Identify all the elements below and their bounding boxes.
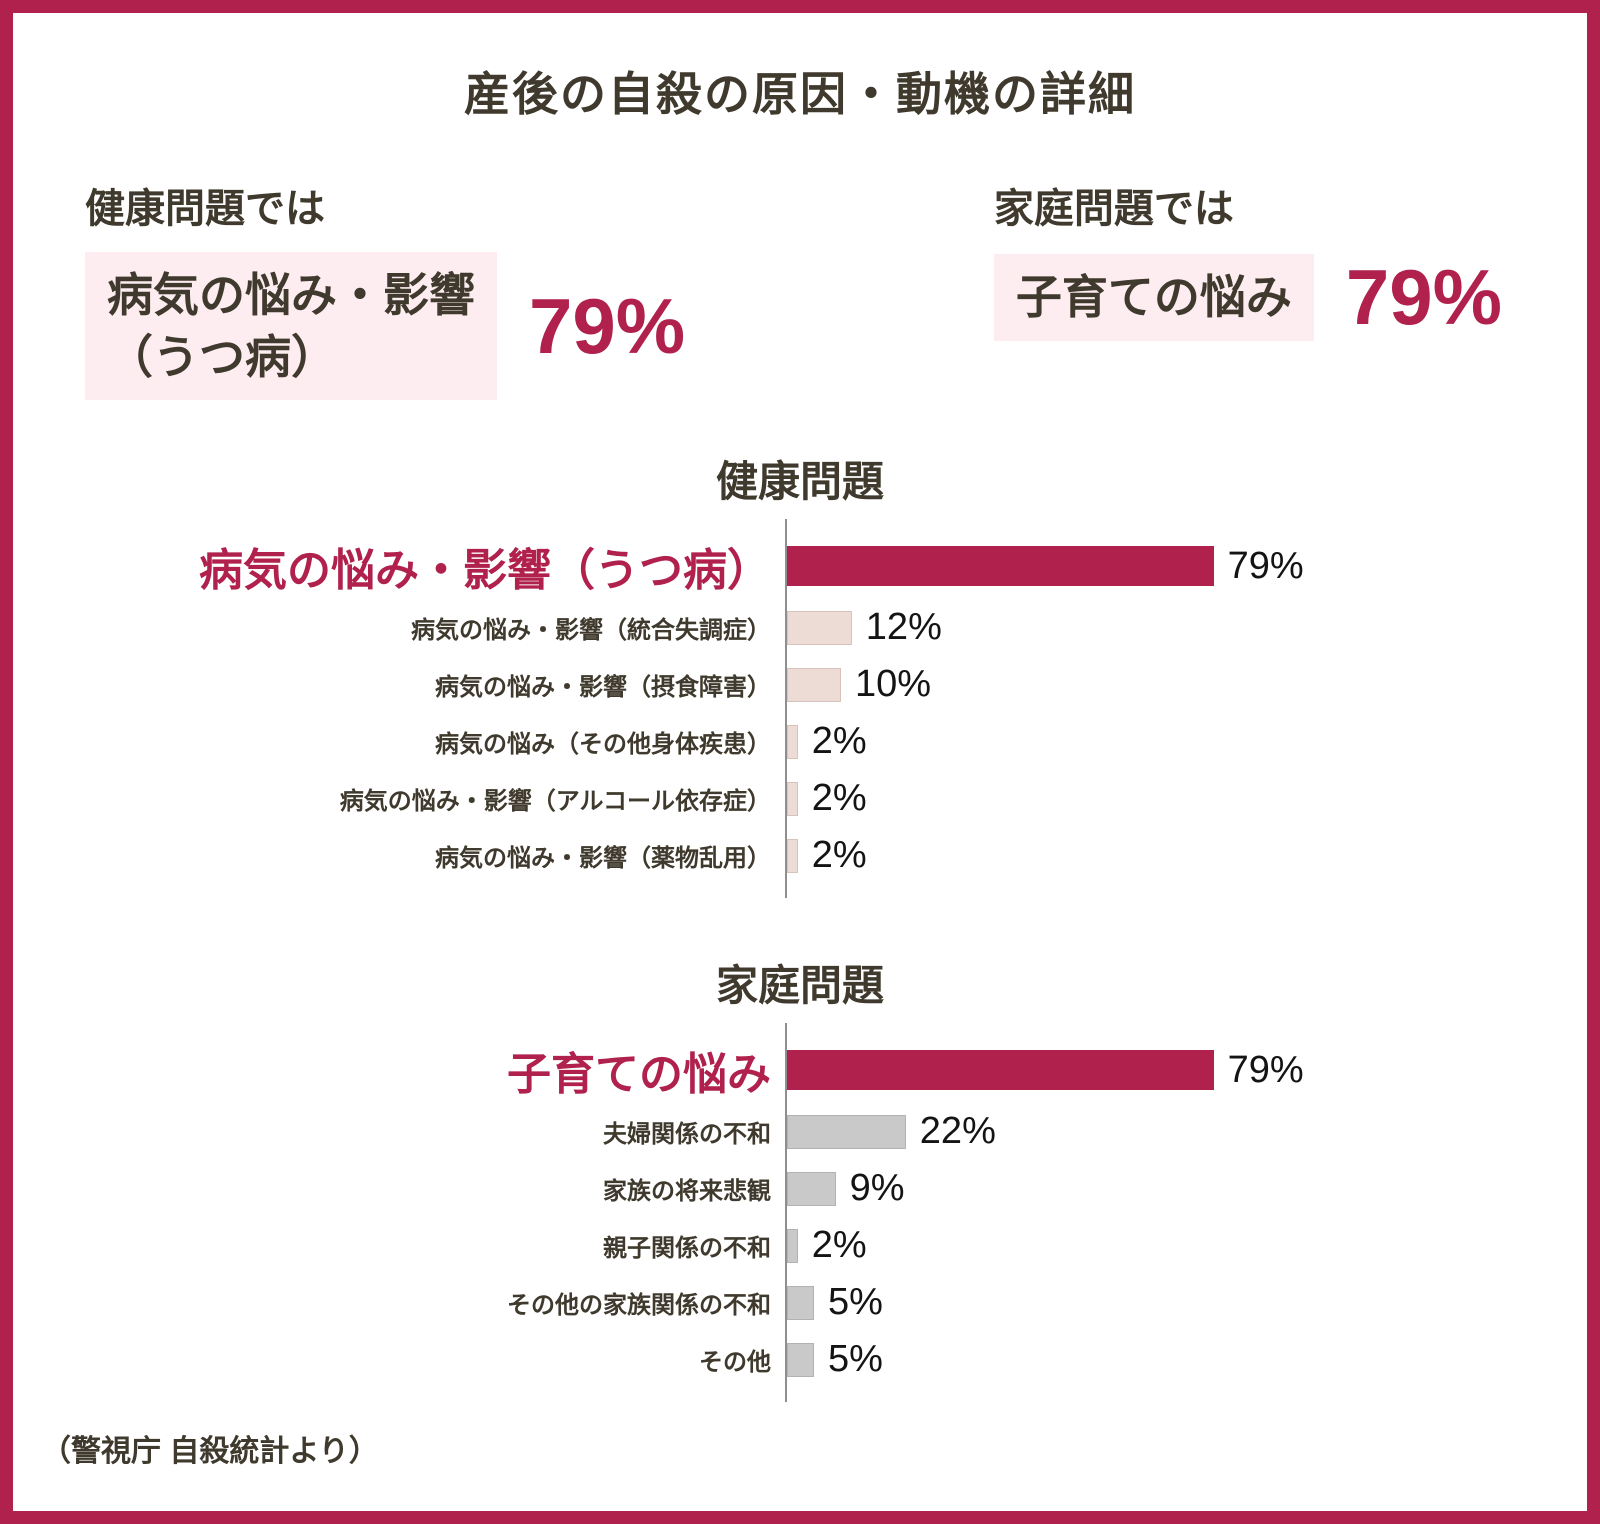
bar-row: 病気の悩み・影響（薬物乱用） 2% [13,827,1587,884]
bar-row: 夫婦関係の不和 22% [13,1103,1587,1160]
bar-category-label: 病気の悩み・影響（統合失調症） [411,617,771,645]
health-chart-title: 健康問題 [715,458,884,506]
bar [787,667,841,702]
bar-value-label: 79% [1227,1048,1304,1091]
bar-value-label: 5% [828,1338,883,1381]
bar [787,1285,814,1320]
bar-row: 病気の悩み・影響（統合失調症） 12% [13,599,1587,656]
bar-category-label: 病気の悩み（その他身体疾患） [435,731,771,759]
bar-value-label: 2% [811,720,867,763]
bar-category-label: 夫婦関係の不和 [603,1121,771,1149]
bar-value-label: 22% [919,1110,996,1153]
bar-value-label: 10% [855,663,932,706]
bar [787,781,798,816]
bar-category-label: 病気の悩み・影響（摂食障害） [435,674,771,702]
bar-value-label: 12% [865,606,942,649]
bar-track: 79% [787,1037,1587,1103]
bar-track: 9% [787,1160,1587,1217]
bar-category-label: 家族の将来悲観 [603,1178,771,1206]
highlight-family-value: 79% [1345,253,1502,341]
bar-track: 5% [787,1274,1587,1331]
bar-value-label: 5% [828,1281,883,1324]
bar [787,724,798,759]
highlight-health-item-line2: （うつ病） [107,331,337,384]
bar [787,1114,906,1149]
family-chart-axis-line [785,1023,787,1403]
bar-value-label: 2% [811,1224,867,1267]
family-chart: 子育ての悩み 79% 夫婦関係の不和 22% 家族の将来悲観 9% 親子関係の不和 2% その他… [13,1023,1587,1403]
bar-value-label: 2% [811,834,867,877]
highlight-health-item-line1: 病気の悩み・影響 [107,269,475,321]
bar [787,1171,836,1206]
bar-row: 家族の将来悲観 9% [13,1160,1587,1217]
bar-category-label: その他 [699,1349,771,1377]
highlight-family-item-line1: 子育ての悩み [1015,271,1292,324]
bar-category-label: 病気の悩み・影響（うつ病） [199,546,771,596]
highlight-health-heading: 健康問題では [85,187,325,231]
bar-row: その他 5% [13,1331,1587,1388]
bar-row: 病気の悩み・影響（アルコール依存症） 2% [13,770,1587,827]
bar-row: 病気の悩み（その他身体疾患） 2% [13,713,1587,770]
bar-category-label: 病気の悩み・影響（薬物乱用） [435,845,771,873]
bar-row: 子育ての悩み 79% [13,1037,1587,1103]
page-title: 産後の自殺の原因・動機の詳細 [464,68,1136,120]
bar-category-label: 親子関係の不和 [603,1235,771,1263]
source-note: （警視庁 自殺統計より） [41,1435,379,1469]
bar-category-label: 子育ての悩み [507,1050,771,1100]
bar-row: その他の家族関係の不和 5% [13,1274,1587,1331]
bar-track: 2% [787,827,1587,884]
highlight-family-item-box: 子育ての悩み [993,254,1314,341]
health-chart: 病気の悩み・影響（うつ病） 79% 病気の悩み・影響（統合失調症） 12% 病気の悩み・… [13,519,1587,899]
bar-row: 病気の悩み・影響（摂食障害） 10% [13,656,1587,713]
bar [787,546,1214,587]
bar-track: 5% [787,1331,1587,1388]
bar [787,1228,798,1263]
bar-row: 親子関係の不和 2% [13,1217,1587,1274]
highlight-family: 家庭問題では 子育ての悩み 79% [993,176,1502,400]
bar [787,610,852,645]
bar-track: 22% [787,1103,1587,1160]
bar-track: 2% [787,1217,1587,1274]
highlight-health: 健康問題では 病気の悩み・影響 （うつ病） 79% [85,176,686,401]
highlight-health-value: 79% [529,281,686,370]
bar-category-label: 病気の悩み・影響（アルコール依存症） [339,788,771,816]
bar-category-label: その他の家族関係の不和 [507,1292,771,1320]
family-chart-title: 家庭問題 [715,962,884,1010]
bar-track: 2% [787,770,1587,827]
bar-track: 79% [787,533,1587,599]
bar [787,1050,1214,1091]
bar-value-label: 79% [1227,544,1304,587]
bar-row: 病気の悩み・影響（うつ病） 79% [13,533,1587,599]
highlight-health-item-box: 病気の悩み・影響 （うつ病） [85,252,497,401]
bar-value-label: 2% [811,777,867,820]
bar-value-label: 9% [849,1167,905,1210]
bar-track: 2% [787,713,1587,770]
health-chart-axis-line [785,519,787,899]
highlight-family-heading: 家庭問題では [993,187,1234,231]
highlight-summary-row: 健康問題では 病気の悩み・影響 （うつ病） 79% 家庭問題では 子育ての悩み … [13,176,1587,401]
bar [787,1342,814,1377]
bar-track: 10% [787,656,1587,713]
bar-track: 12% [787,599,1587,656]
bar [787,838,798,873]
